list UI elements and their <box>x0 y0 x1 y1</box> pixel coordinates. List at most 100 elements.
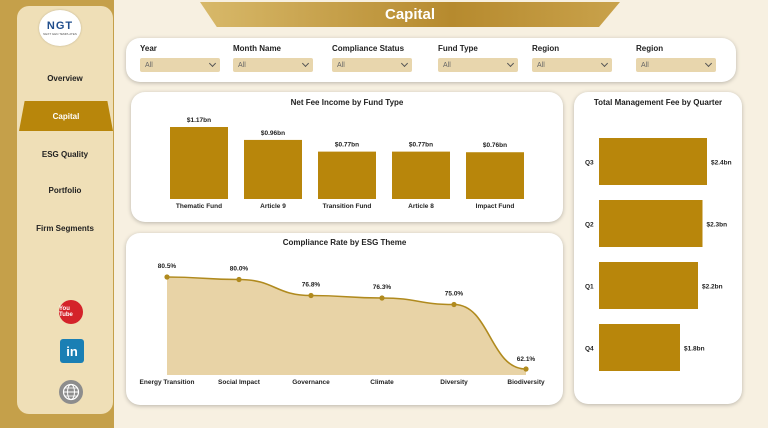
data-point <box>236 276 242 283</box>
company-logo[interactable]: NGT NEXT GEN TEMPLATES <box>39 10 81 46</box>
filter-value: All <box>238 61 246 69</box>
chart-title: Compliance Rate by ESG Theme <box>282 238 407 247</box>
data-label: $2.4bn <box>711 160 732 167</box>
youtube-icon[interactable]: You Tube <box>59 300 83 324</box>
data-label: 62.1% <box>517 356 536 363</box>
linkedin-icon[interactable]: in <box>60 339 84 363</box>
sidebar-item-esg-quality[interactable]: ESG Quality <box>41 149 89 159</box>
logo-mark: NGT <box>46 20 74 32</box>
filter-label: Month Name <box>233 44 281 53</box>
bar <box>392 151 450 199</box>
sidebar-item-firm-segments[interactable]: Firm Segments <box>36 223 94 233</box>
category-label: Diversity <box>440 379 468 386</box>
category-label: Biodiversity <box>507 379 545 386</box>
chevron-down-icon <box>600 59 609 68</box>
chevron-down-icon <box>704 59 713 68</box>
filter-year-select[interactable]: All <box>140 58 220 72</box>
category-label: Climate <box>370 379 394 386</box>
filter-region-select[interactable]: All <box>532 58 612 72</box>
data-label: 80.0% <box>230 266 249 273</box>
filter-value: All <box>537 61 545 69</box>
category-label: Article 8 <box>408 203 434 210</box>
data-label: $0.76bn <box>483 142 507 149</box>
linkedin-icon-text: in <box>66 343 78 359</box>
filter-year: Year All <box>140 44 220 72</box>
chevron-down-icon <box>301 59 310 68</box>
category-label: Q1 <box>585 284 594 291</box>
sidebar-item-overview[interactable]: Overview <box>47 73 83 83</box>
category-label: Governance <box>292 379 330 386</box>
bar <box>466 152 524 199</box>
filter-region-2: Region All <box>636 44 716 72</box>
chevron-down-icon <box>208 59 217 68</box>
management-fee-chart: $2.4bn Q3 $2.3bn Q2 $2.2bn Q1 $1.8bn Q4 <box>585 138 732 371</box>
data-label: 76.3% <box>373 284 392 291</box>
data-point <box>308 292 314 299</box>
filter-compliance-select[interactable]: All <box>332 58 412 72</box>
bar <box>599 200 703 247</box>
globe-icon-graphic <box>62 383 80 401</box>
bar <box>170 127 228 199</box>
filter-label: Region <box>532 44 560 53</box>
filter-fund-type: Fund Type All <box>438 44 518 72</box>
data-point <box>523 366 529 372</box>
filter-value: All <box>337 61 345 69</box>
filter-month-name: Month Name All <box>233 44 313 72</box>
category-label: Q3 <box>585 160 594 167</box>
sidebar-item-portfolio[interactable]: Portfolio <box>48 185 82 195</box>
globe-icon[interactable] <box>59 380 83 404</box>
filter-value: All <box>641 61 649 69</box>
bar <box>599 138 707 185</box>
data-label: 80.5% <box>158 263 177 270</box>
category-label: Q2 <box>585 222 594 229</box>
compliance-rate-chart: 80.5% Energy Transition 80.0% Social Impact… <box>140 263 545 386</box>
category-label: Transition Fund <box>323 203 372 210</box>
youtube-icon-text: You Tube <box>59 306 73 318</box>
compliance-rate-card: Compliance Rate by ESG Theme 80.5% Energy… <box>126 233 563 405</box>
logo-subtext: NEXT GEN TEMPLATES <box>43 32 77 36</box>
bar <box>599 324 680 371</box>
filter-label: Compliance Status <box>332 44 405 53</box>
bar <box>244 139 302 199</box>
filter-label: Fund Type <box>438 44 478 53</box>
page-title: Capital <box>200 2 620 27</box>
chevron-down-icon <box>506 59 515 68</box>
category-label: Energy Transition <box>140 379 195 386</box>
chevron-down-icon <box>400 59 409 68</box>
data-label: $1.17bn <box>187 117 211 124</box>
category-label: Article 9 <box>260 203 286 210</box>
category-label: Thematic Fund <box>176 203 222 210</box>
data-label: $0.77bn <box>335 142 359 149</box>
category-label: Social Impact <box>218 379 261 386</box>
filter-bar: Year All Month Name All Compliance Statu… <box>126 38 736 82</box>
filter-month-select[interactable]: All <box>233 58 313 72</box>
chart-title: Total Management Fee by Quarter <box>593 98 723 107</box>
sidebar-item-capital[interactable]: Capital <box>19 101 113 131</box>
bar <box>599 262 698 309</box>
data-label: $2.3bn <box>707 222 728 229</box>
data-label: $1.8bn <box>684 346 705 353</box>
filter-fund-type-select[interactable]: All <box>438 58 518 72</box>
area-fill <box>167 277 526 375</box>
chart-title: Net Fee Income by Fund Type <box>290 98 404 107</box>
category-label: Q4 <box>585 346 594 353</box>
data-label: $2.2bn <box>702 284 723 291</box>
net-fee-income-chart: $1.17bn Thematic Fund $0.96bn Article 9 $0.7… <box>170 117 524 210</box>
filter-label: Region <box>636 44 664 53</box>
data-point <box>164 274 170 280</box>
data-label: 75.0% <box>445 291 464 298</box>
category-label: Impact Fund <box>476 203 515 210</box>
data-point <box>379 295 385 301</box>
filter-region-2-select[interactable]: All <box>636 58 716 72</box>
filter-value: All <box>443 61 451 69</box>
data-label: 76.8% <box>302 282 321 289</box>
filter-value: All <box>145 61 153 69</box>
bar <box>318 151 376 199</box>
filter-region: Region All <box>532 44 612 72</box>
net-fee-income-card: Net Fee Income by Fund Type $1.17bn Thema… <box>131 92 563 222</box>
data-label: $0.77bn <box>409 142 433 149</box>
filter-compliance-status: Compliance Status All <box>332 44 412 72</box>
data-point <box>451 301 457 308</box>
data-label: $0.96bn <box>261 130 285 137</box>
filter-label: Year <box>140 44 157 53</box>
